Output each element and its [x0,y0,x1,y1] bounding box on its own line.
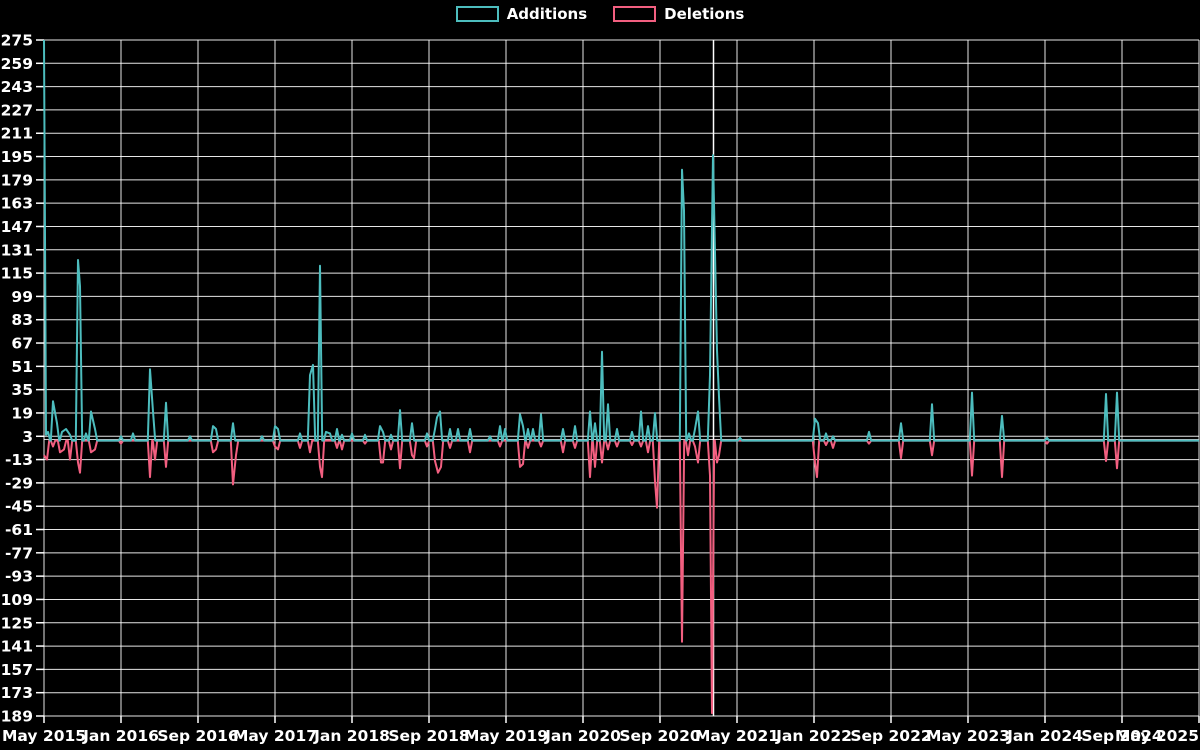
y-tick-label: 195 [1,148,33,166]
x-tick-label: May 2021 [695,727,779,745]
y-tick-label: 227 [1,101,33,119]
y-tick-label: -93 [5,568,33,586]
x-tick-label: May 2017 [233,727,317,745]
y-tick-label: -77 [5,544,33,562]
x-tick-label: May 2025 [1115,727,1199,745]
y-tick-label: 3 [22,428,33,446]
y-tick-label: -61 [5,521,33,539]
gridlines [43,39,1200,717]
legend-item-additions[interactable]: Additions [455,5,588,23]
x-tick-label: May 2019 [464,727,548,745]
y-tick-label: 211 [1,125,33,143]
x-tick-label: Jan 2022 [775,727,852,745]
y-axis-labels: 275 259 243 227 211 195 179 163 147 131 115 99 83 67 5… [0,32,33,726]
y-tick-label: -125 [0,614,33,632]
series-deletions-line[interactable] [43,439,1199,715]
x-tick-label: Sep 2024 [1081,727,1163,745]
additions-legend-label: Additions [506,5,588,23]
y-tick-label: 275 [1,32,33,50]
y-tick-label: 19 [11,404,33,422]
y-tick-label: -109 [0,591,33,609]
y-tick-label: -189 [0,708,33,726]
y-tick-label: 67 [11,335,33,353]
deletions-legend-label: Deletions [664,5,745,23]
additions-swatch-icon [455,6,499,22]
x-tick-label: May 2023 [926,727,1010,745]
y-tick-label: -173 [0,684,33,702]
y-tick-label: -141 [0,638,33,656]
x-tick-label: Jan 2018 [313,727,390,745]
y-tick-label: 115 [1,265,33,283]
y-tick-label: 51 [11,358,33,376]
y-tick-label: 131 [1,241,33,259]
tick-marks [36,39,1200,723]
y-tick-label: 99 [11,288,33,306]
y-tick-label: -157 [0,661,33,679]
y-tick-label: -13 [5,451,33,469]
x-tick-label: Sep 2020 [619,727,701,745]
x-tick-label: Jan 2024 [1006,727,1083,745]
x-tick-label: May 2015 [2,727,86,745]
y-tick-label: 163 [1,195,33,213]
y-tick-label: 243 [1,78,33,96]
x-tick-label: Sep 2018 [388,727,469,745]
y-tick-label: 35 [11,381,33,399]
y-tick-label: 83 [11,311,33,329]
x-tick-label: Sep 2022 [850,727,931,745]
y-tick-label: 259 [1,55,33,73]
x-tick-label: Jan 2016 [82,727,159,745]
y-tick-label: 179 [1,171,33,189]
y-tick-label: 147 [1,218,33,236]
deletions-swatch-icon [613,6,657,22]
x-tick-label: Sep 2016 [157,727,238,745]
series-additions-line[interactable] [43,39,1199,442]
y-tick-label: -45 [5,498,33,516]
legend-item-deletions[interactable]: Deletions [613,6,744,22]
y-tick-label: -29 [5,474,33,492]
legend: Additions Deletions [0,6,1200,22]
x-tick-label: Jan 2020 [544,727,621,745]
